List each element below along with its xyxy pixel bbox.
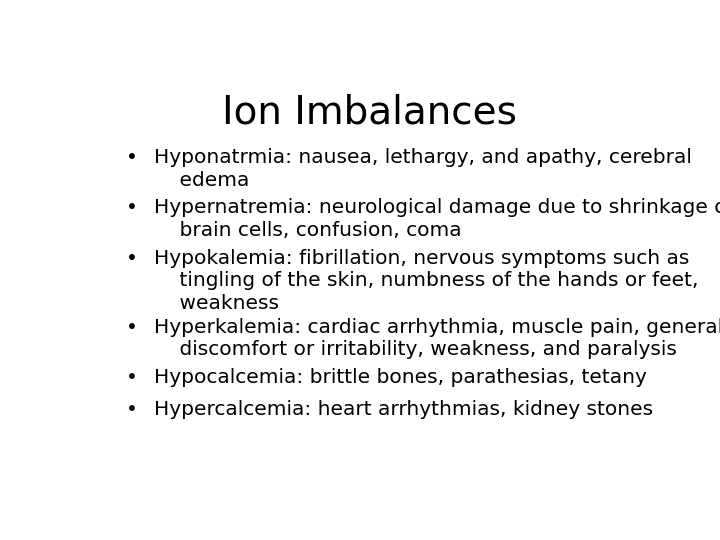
Text: Hyponatrmia: nausea, lethargy, and apathy, cerebral
    edema: Hyponatrmia: nausea, lethargy, and apath… (154, 148, 692, 190)
Text: •: • (126, 318, 138, 336)
Text: Ion Imbalances: Ion Imbalances (222, 94, 516, 132)
Text: •: • (126, 400, 138, 419)
Text: •: • (126, 148, 138, 167)
Text: Hyperkalemia: cardiac arrhythmia, muscle pain, general
    discomfort or irritab: Hyperkalemia: cardiac arrhythmia, muscle… (154, 318, 720, 359)
Text: Hypocalcemia: brittle bones, parathesias, tetany: Hypocalcemia: brittle bones, parathesias… (154, 368, 647, 387)
Text: •: • (126, 198, 138, 217)
Text: Hypercalcemia: heart arrhythmias, kidney stones: Hypercalcemia: heart arrhythmias, kidney… (154, 400, 653, 419)
Text: Hypernatremia: neurological damage due to shrinkage of
    brain cells, confusio: Hypernatremia: neurological damage due t… (154, 198, 720, 240)
Text: Hypokalemia: fibrillation, nervous symptoms such as
    tingling of the skin, nu: Hypokalemia: fibrillation, nervous sympt… (154, 248, 698, 313)
Text: •: • (126, 248, 138, 268)
Text: •: • (126, 368, 138, 387)
